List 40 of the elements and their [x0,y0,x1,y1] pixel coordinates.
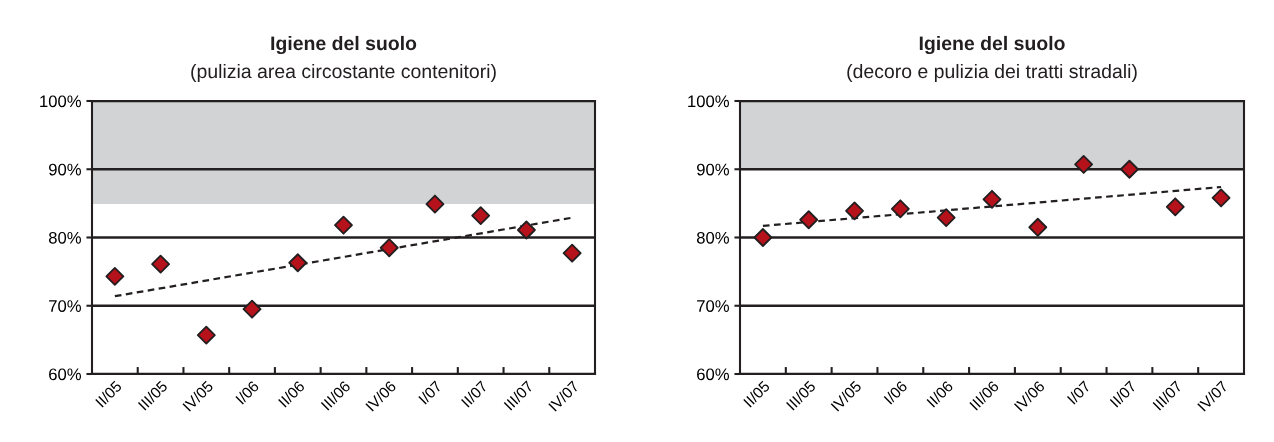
point [151,254,171,274]
y-tick-label: 60% [697,368,729,381]
point [845,201,864,221]
point [753,228,773,247]
chart-subtitle: (decoro e pulizia dei tratti stradali) [847,63,1137,83]
x-tick-label: I/06 [235,380,260,405]
point [936,208,956,228]
point [516,220,536,240]
y-tick-label: 100% [688,95,729,108]
point [242,299,262,319]
point [1211,188,1231,208]
y-tick-label: 80% [696,231,729,244]
point [799,210,819,230]
y-tick-label: 70% [697,300,729,312]
point [425,194,445,214]
point [982,189,1002,209]
y-tick-label: 90% [49,163,81,176]
chart-title: Igiene del suolo [271,35,417,55]
point [1074,155,1094,174]
point [1028,217,1048,237]
chart-title: Igiene del suolo [919,35,1065,55]
point [1165,197,1185,217]
x-tick-label: I/06 [883,380,908,405]
x-tick-label: I/07 [417,380,443,405]
y-tick-label: 80% [48,231,81,244]
point [890,199,910,219]
point [562,243,582,263]
point [288,253,308,273]
y-tick-label: 60% [49,368,81,381]
point [334,215,353,235]
point [471,206,491,226]
y-tick-label: 70% [49,300,81,312]
y-tick-label: 90% [697,163,729,176]
y-tick-label: 100% [40,95,81,108]
point [1120,159,1139,179]
x-tick-label: I/07 [1066,380,1092,405]
point [196,325,216,345]
point [105,266,125,286]
chart-subtitle: (pulizia area circostante contenitori) [191,63,496,83]
point [379,238,399,258]
